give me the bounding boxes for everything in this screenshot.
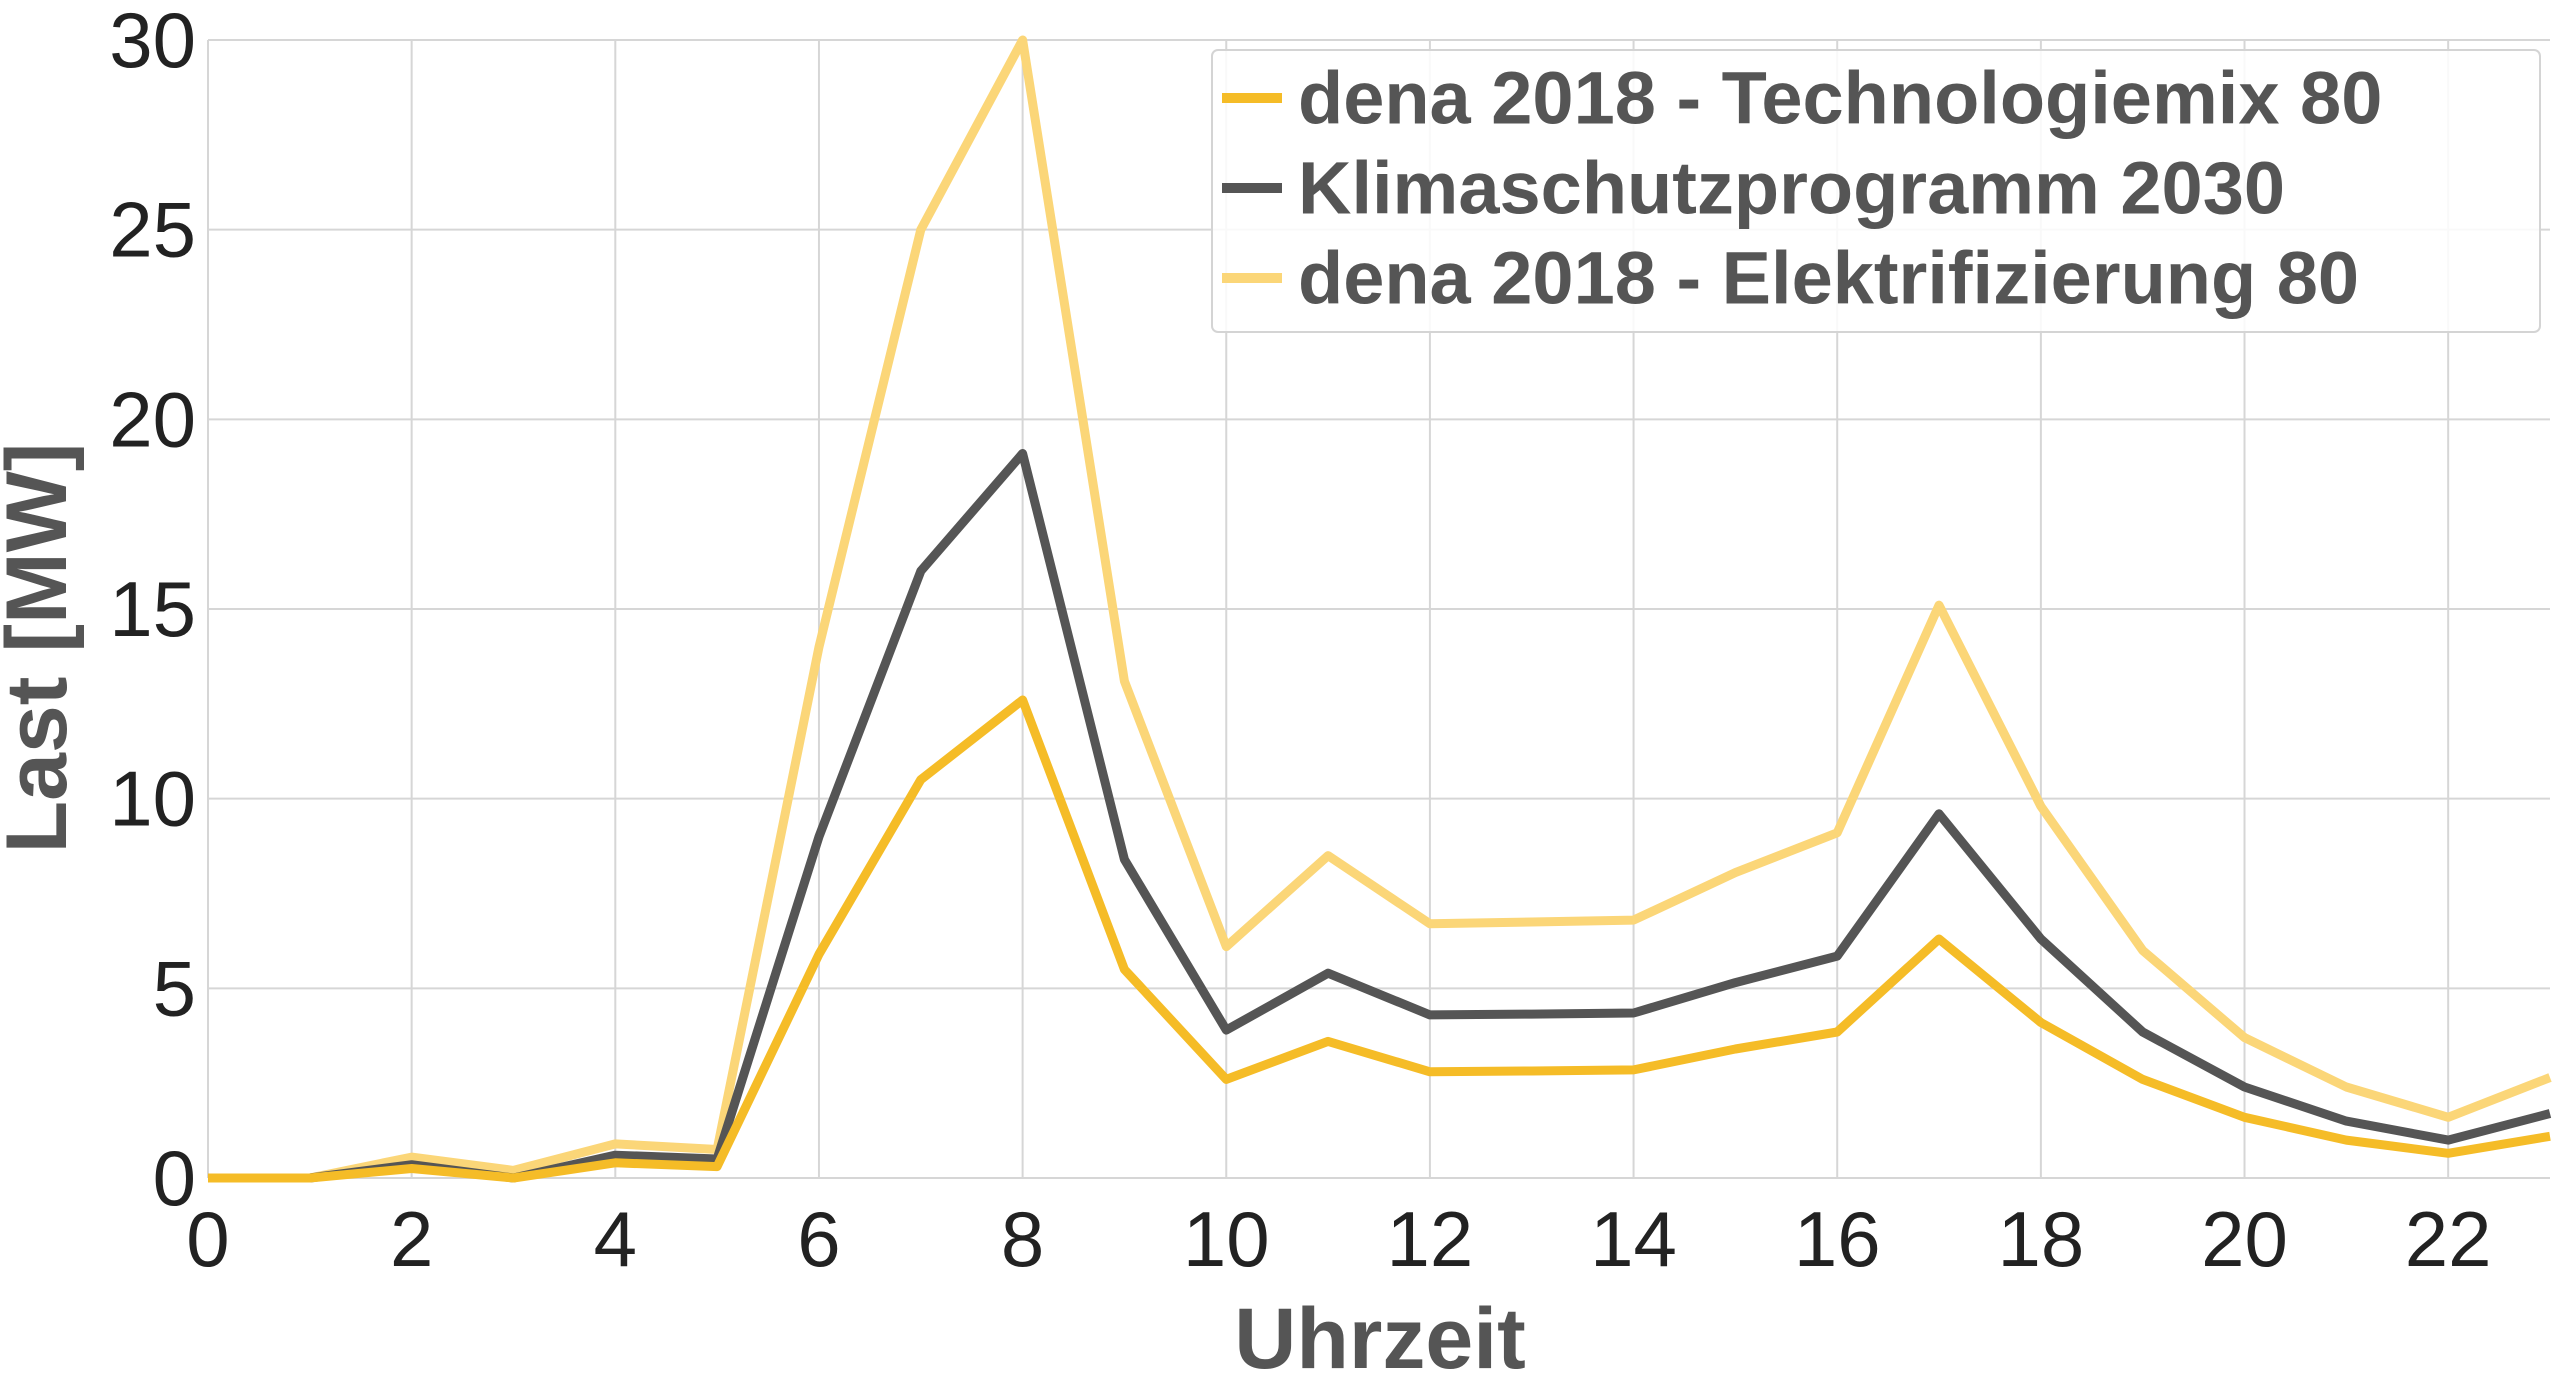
x-tick-label: 8 (1001, 1195, 1044, 1283)
x-axis-ticks: 0 2 4 6 8 10 12 14 16 18 20 22 (186, 1195, 2491, 1283)
y-axis-label: Last [MW] (0, 443, 85, 854)
y-tick-label: 0 (153, 1134, 196, 1222)
legend-label: dena 2018 - Technologiemix 80 (1298, 57, 2382, 140)
x-tick-label: 22 (2405, 1195, 2492, 1283)
legend-label: Klimaschutzprogramm 2030 (1298, 147, 2285, 230)
legend-box (1211, 49, 2541, 333)
y-tick-label: 25 (109, 186, 196, 274)
y-tick-label: 30 (109, 0, 196, 84)
y-tick-label: 10 (109, 755, 196, 843)
x-tick-label: 10 (1183, 1195, 1270, 1283)
y-tick-label: 5 (153, 944, 196, 1032)
series-lines (208, 35, 2552, 1183)
legend: dena 2018 - Technologiemix 80Klimaschutz… (1211, 49, 2541, 333)
y-axis-ticks: 0 5 10 15 20 25 30 (109, 0, 196, 1222)
x-tick-label: 18 (1997, 1195, 2084, 1283)
y-tick-label: 15 (109, 565, 196, 653)
series-line-1 (208, 695, 2551, 1183)
x-tick-label: 20 (2201, 1195, 2288, 1283)
x-axis-label: Uhrzeit (1234, 1291, 1525, 1387)
x-tick-label: 16 (1794, 1195, 1881, 1283)
series-line-3 (208, 35, 2552, 1183)
x-tick-label: 14 (1590, 1195, 1677, 1283)
x-tick-label: 6 (797, 1195, 840, 1283)
y-tick-label: 20 (109, 375, 196, 463)
series-line-2 (208, 449, 2552, 1183)
x-tick-label: 0 (186, 1195, 229, 1283)
legend-label: dena 2018 - Elektrifizierung 80 (1298, 237, 2359, 320)
x-tick-label: 12 (1387, 1195, 1474, 1283)
x-tick-label: 4 (594, 1195, 637, 1283)
x-tick-label: 2 (390, 1195, 433, 1283)
